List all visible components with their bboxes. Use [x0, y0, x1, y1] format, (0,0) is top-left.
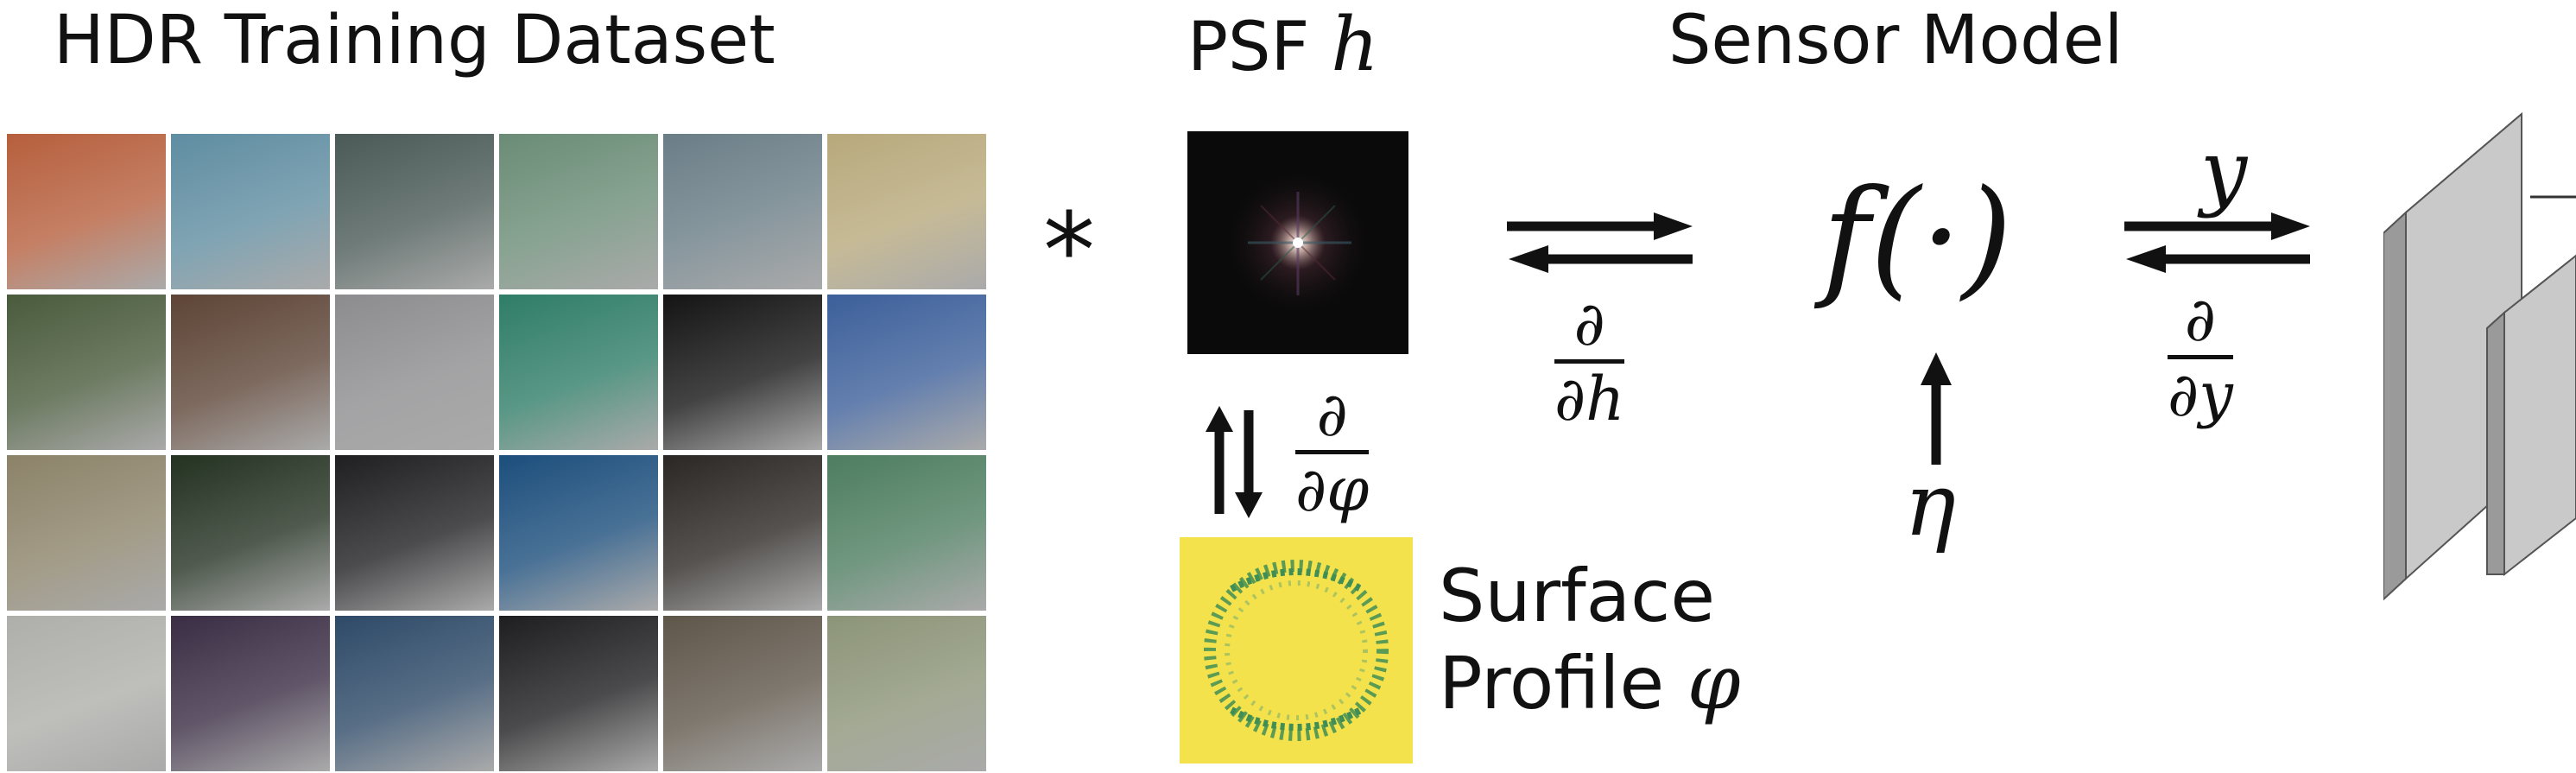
dataset-thumbnail: [499, 455, 658, 611]
network-layer-2: [2486, 254, 2576, 577]
phi-partial-numerator: ∂: [1316, 379, 1348, 450]
psf-sensor-arrows: [1507, 212, 1693, 273]
y-fraction-bar: [2168, 355, 2233, 359]
dataset-thumbnail: [335, 455, 494, 611]
convolution-operator: *: [1043, 192, 1095, 312]
sensor-network-arrows: [2124, 212, 2310, 273]
psf-symbol-h: h: [1331, 2, 1379, 88]
y-partial-numerator: ∂: [2184, 284, 2216, 355]
psf-heading: PSF h: [1187, 2, 1379, 88]
dataset-thumbnail: [827, 616, 986, 771]
dataset-thumbnail: [335, 616, 494, 771]
psf-surface-arrows: [1206, 406, 1263, 518]
surface-profile-phi: φ: [1687, 637, 1741, 726]
y-partial-derivative: ∂ ∂y: [2168, 289, 2233, 425]
sensor-model-heading: Sensor Model: [1668, 2, 2123, 79]
surface-profile-word: Profile: [1439, 641, 1665, 725]
h-partial-derivative: ∂ ∂h: [1554, 288, 1625, 434]
dataset-thumbnail: [335, 295, 494, 450]
dataset-thumbnail: [335, 134, 494, 289]
dataset-thumbnail: [171, 295, 330, 450]
phi-partial-derivative: ∂ ∂φ: [1295, 379, 1370, 525]
surface-profile-line2: Profile φ: [1439, 639, 1741, 726]
dataset-thumbnail: [827, 455, 986, 611]
psf-pattern: [1220, 165, 1376, 320]
dataset-thumbnail: [7, 295, 166, 450]
output-y: y: [2200, 123, 2248, 219]
dataset-thumbnail: [663, 455, 822, 611]
dataset-heading: HDR Training Dataset: [54, 2, 775, 79]
dataset-image-grid: [7, 134, 986, 771]
phi-partial-denominator: ∂φ: [1295, 454, 1370, 525]
sensor-function: f(·): [1822, 162, 2013, 313]
psf-image: [1187, 131, 1408, 354]
surface-profile-image: [1180, 537, 1413, 763]
psf-heading-label: PSF: [1187, 9, 1310, 86]
dataset-thumbnail: [171, 616, 330, 771]
dataset-thumbnail: [7, 455, 166, 611]
dataset-thumbnail: [663, 616, 822, 771]
noise-arrow: [1921, 352, 1952, 465]
dataset-thumbnail: [499, 616, 658, 771]
surface-profile-pattern: [1204, 560, 1389, 741]
dataset-thumbnail: [827, 295, 986, 450]
h-fraction-bar: [1554, 359, 1625, 364]
dataset-thumbnail: [499, 295, 658, 450]
h-partial-denominator: ∂h: [1554, 364, 1625, 434]
dataset-thumbnail: [499, 134, 658, 289]
phi-fraction-bar: [1295, 450, 1370, 454]
noise-eta: η: [1904, 454, 1956, 555]
dataset-thumbnail: [663, 134, 822, 289]
surface-profile-label: Surface Profile φ: [1439, 553, 1741, 726]
reconstruction-network: [2383, 112, 2576, 601]
dataset-thumbnail: [663, 295, 822, 450]
dataset-thumbnail: [7, 616, 166, 771]
dataset-thumbnail: [827, 134, 986, 289]
y-partial-denominator: ∂y: [2168, 359, 2233, 430]
dataset-thumbnail: [171, 134, 330, 289]
h-partial-numerator: ∂: [1573, 288, 1605, 359]
dataset-thumbnail: [171, 455, 330, 611]
dataset-thumbnail: [7, 134, 166, 289]
surface-profile-line1: Surface: [1439, 554, 1716, 638]
